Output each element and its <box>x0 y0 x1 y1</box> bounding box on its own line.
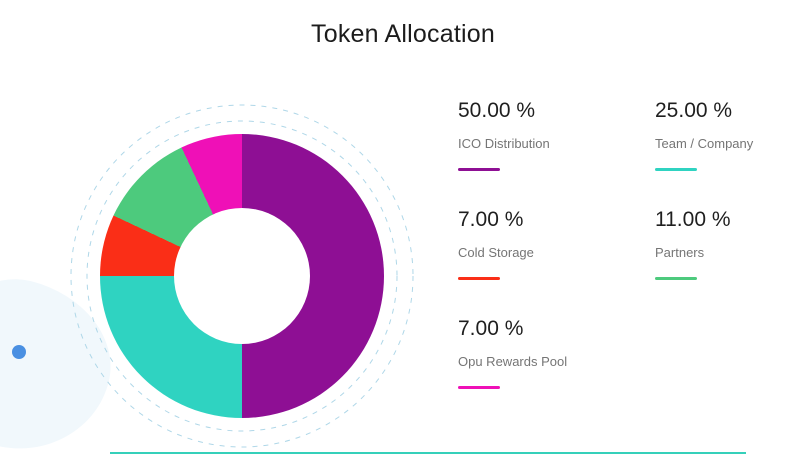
donut-chart <box>62 96 422 455</box>
legend-column-1: 50.00 % ICO Distribution 7.00 % Cold Sto… <box>458 98 625 425</box>
legend-item-partners: 11.00 % Partners <box>655 207 806 280</box>
legend-percent: 25.00 % <box>655 99 733 122</box>
legend-label: Team / Company <box>655 136 754 151</box>
legend-color-line <box>655 277 697 280</box>
dashed-circles <box>70 104 414 448</box>
legend-color-line <box>458 277 500 280</box>
legend-label: Partners <box>655 245 705 260</box>
chart-legend: 50.00 % ICO Distribution 7.00 % Cold Sto… <box>458 98 806 425</box>
legend-percent: 7.00 % <box>458 208 524 231</box>
legend-color-line <box>458 386 500 389</box>
donut-ring <box>100 134 384 418</box>
legend-percent: 11.00 % <box>655 208 731 231</box>
legend-percent: 7.00 % <box>458 317 524 340</box>
legend-item-ico-distribution: 50.00 % ICO Distribution <box>458 98 625 171</box>
legend-label: Opu Rewards Pool <box>458 354 568 369</box>
legend-label: Cold Storage <box>458 245 534 260</box>
dashed-circle-inner <box>86 120 398 432</box>
dashed-circle-outer <box>70 104 414 448</box>
decor-blue-dot <box>12 345 26 359</box>
legend-item-opu-rewards-pool: 7.00 % Opu Rewards Pool <box>458 316 625 389</box>
legend-label: ICO Distribution <box>458 136 550 151</box>
section-divider-line <box>110 452 746 454</box>
legend-item-team-company: 25.00 % Team / Company <box>655 98 806 171</box>
donut-hole <box>174 208 310 344</box>
page-title: Token Allocation <box>311 20 495 48</box>
legend-item-cold-storage: 7.00 % Cold Storage <box>458 207 625 280</box>
legend-color-line <box>458 168 500 171</box>
legend-percent: 50.00 % <box>458 99 536 122</box>
legend-column-2: 25.00 % Team / Company 11.00 % Partners <box>655 98 806 425</box>
legend-color-line <box>655 168 697 171</box>
